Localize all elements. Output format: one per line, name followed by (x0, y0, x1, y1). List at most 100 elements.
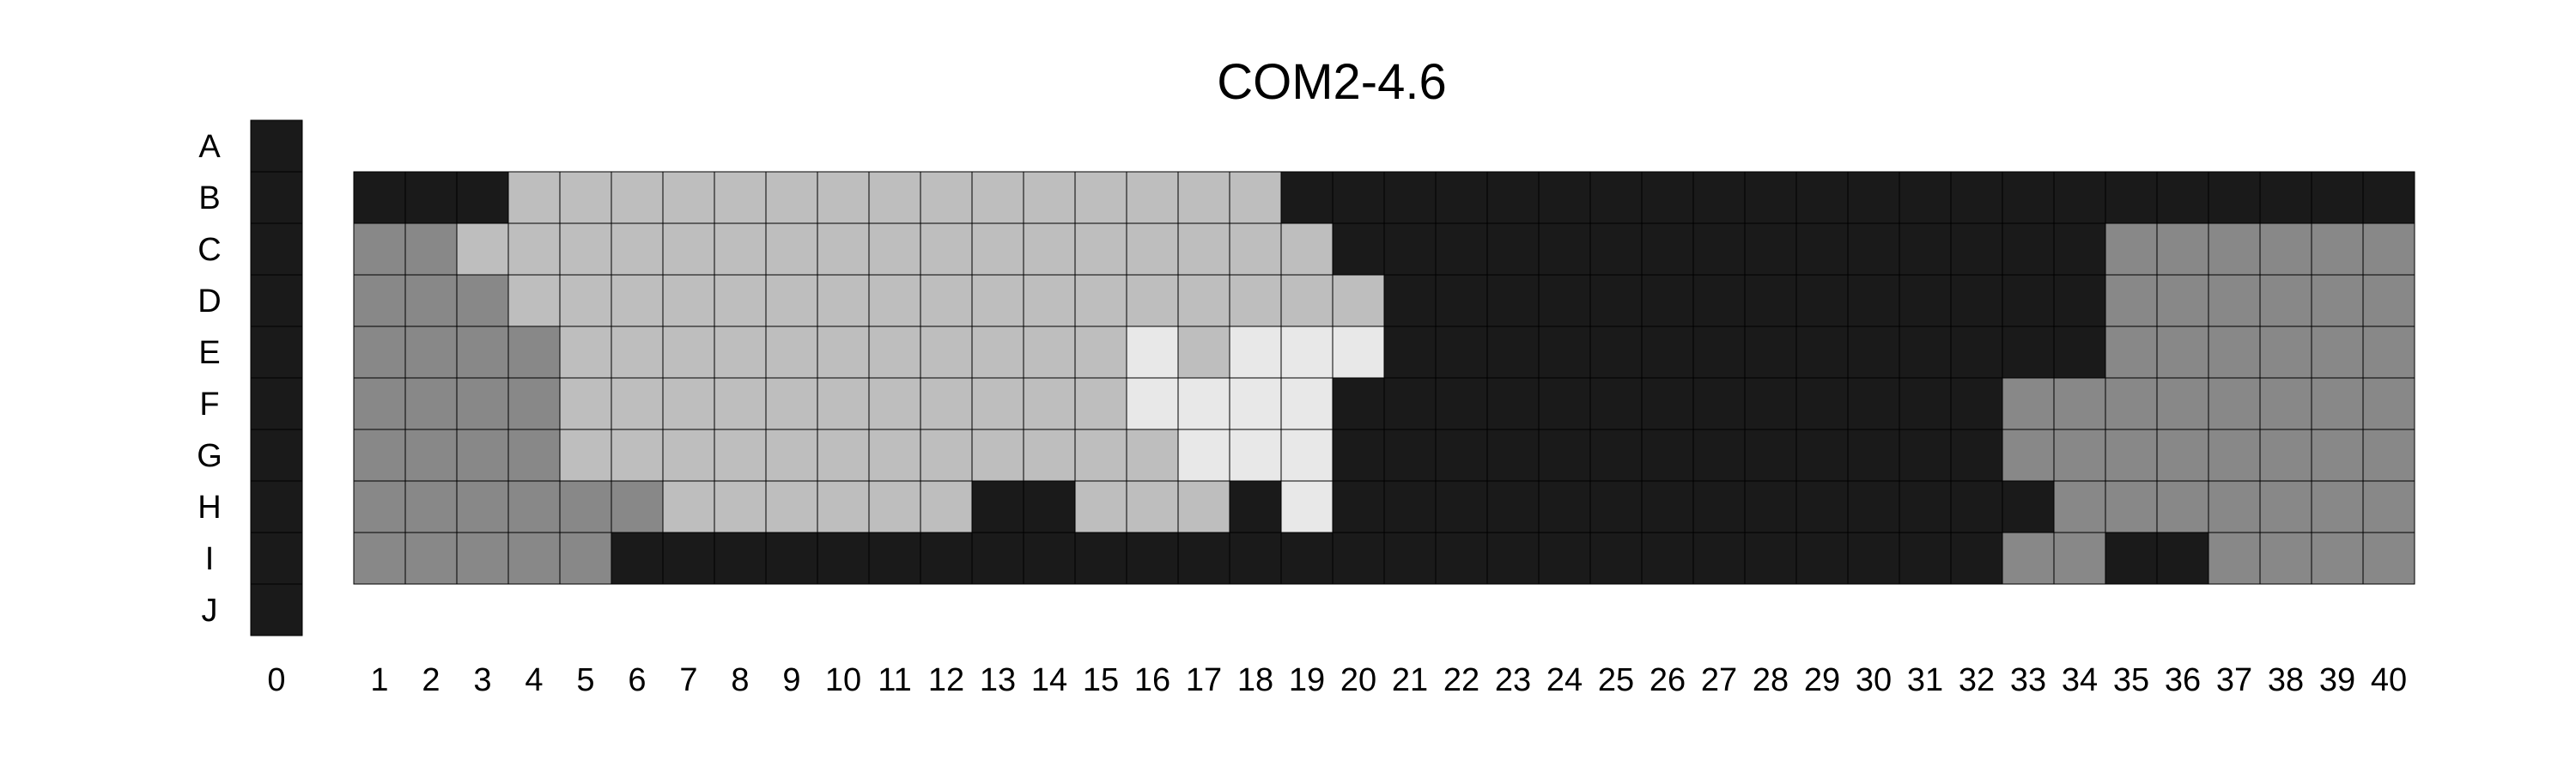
heatmap-cell-B25 (1589, 171, 1643, 224)
heatmap-cell-H19 (1280, 480, 1334, 533)
heatmap-cell-E10 (817, 326, 870, 379)
heatmap-cell-B4 (507, 171, 561, 224)
heatmap-cell-E7 (662, 326, 715, 379)
heatmap-cell-C33 (2002, 222, 2055, 276)
heatmap-cell-D10 (817, 274, 870, 327)
heatmap-cells (353, 171, 2415, 585)
heatmap-cell-G39 (2311, 429, 2364, 482)
heatmap-cell-D22 (1435, 274, 1488, 327)
heatmap-cell-I14 (1023, 532, 1076, 585)
heatmap-cell-I11 (868, 532, 921, 585)
row-label-E: E (198, 335, 220, 371)
heatmap-cell-B32 (1950, 171, 2003, 224)
heatmap-cell-D30 (1847, 274, 1900, 327)
heatmap-cell-H37 (2208, 480, 2261, 533)
heatmap-cell-B34 (2053, 171, 2106, 224)
heatmap-cell-H0 (250, 480, 303, 533)
heatmap-cell-H21 (1383, 480, 1437, 533)
heatmap-cell-C4 (507, 222, 561, 276)
heatmap-cell-H10 (817, 480, 870, 533)
heatmap-cell-G6 (611, 429, 664, 482)
heatmap-cell-B33 (2002, 171, 2055, 224)
heatmap-cell-F31 (1899, 377, 1952, 430)
heatmap-cell-B26 (1641, 171, 1694, 224)
heatmap-cell-H14 (1023, 480, 1076, 533)
heatmap-cell-H11 (868, 480, 921, 533)
heatmap-cell-H7 (662, 480, 715, 533)
col-label-18: 18 (1237, 662, 1273, 698)
heatmap-cell-C3 (456, 222, 509, 276)
heatmap-cell-I36 (2156, 532, 2209, 585)
row-label-D: D (197, 283, 221, 320)
heatmap-cell-D15 (1074, 274, 1127, 327)
heatmap-cell-G31 (1899, 429, 1952, 482)
row-label-C: C (197, 232, 221, 268)
col-label-22: 22 (1443, 662, 1479, 698)
heatmap-cell-F32 (1950, 377, 2003, 430)
heatmap-cell-D38 (2259, 274, 2312, 327)
heatmap-cell-E29 (1795, 326, 1849, 379)
heatmap-cell-H4 (507, 480, 561, 533)
heatmap-cell-E38 (2259, 326, 2312, 379)
heatmap-cell-B29 (1795, 171, 1849, 224)
heatmap-cell-D35 (2105, 274, 2158, 327)
heatmap-cell-B1 (353, 171, 406, 224)
heatmap-cell-B5 (559, 171, 612, 224)
heatmap-cell-B9 (765, 171, 818, 224)
heatmap-cell-D40 (2362, 274, 2415, 327)
heatmap-cell-C1 (353, 222, 406, 276)
heatmap-cell-C32 (1950, 222, 2003, 276)
heatmap-cell-G29 (1795, 429, 1849, 482)
col-label-8: 8 (731, 662, 749, 698)
heatmap-cell-E16 (1126, 326, 1179, 379)
heatmap-cell-G11 (868, 429, 921, 482)
col-label-11: 11 (878, 662, 911, 698)
heatmap-cell-C29 (1795, 222, 1849, 276)
col-label-24: 24 (1546, 662, 1583, 698)
heatmap-cell-E4 (507, 326, 561, 379)
heatmap-cell-H1 (353, 480, 406, 533)
heatmap-cell-B12 (920, 171, 973, 224)
col-label-7: 7 (679, 662, 697, 698)
heatmap-cell-E22 (1435, 326, 1488, 379)
heatmap-cell-C19 (1280, 222, 1334, 276)
col-label-37: 37 (2216, 662, 2252, 698)
heatmap-cell-B39 (2311, 171, 2364, 224)
heatmap-cell-E37 (2208, 326, 2261, 379)
heatmap-cell-H40 (2362, 480, 2415, 533)
row-label-B: B (198, 180, 220, 216)
heatmap-cell-D19 (1280, 274, 1334, 327)
heatmap-cell-G2 (404, 429, 458, 482)
heatmap-cell-B28 (1744, 171, 1797, 224)
heatmap-cell-H28 (1744, 480, 1797, 533)
heatmap-cell-B36 (2156, 171, 2209, 224)
heatmap-cell-H22 (1435, 480, 1488, 533)
heatmap-cell-C37 (2208, 222, 2261, 276)
heatmap-cell-G37 (2208, 429, 2261, 482)
col-label-4: 4 (525, 662, 543, 698)
column-labels: 0 1 2 3 4 5 6 7 8 9 10 11 12 13 14 15 16 17 18 19 20 21 22 23 24… (267, 662, 2407, 698)
heatmap-cell-C7 (662, 222, 715, 276)
heatmap-cell-F37 (2208, 377, 2261, 430)
heatmap-cell-G8 (714, 429, 767, 482)
heatmap-cell-F27 (1692, 377, 1746, 430)
heatmap-cell-F1 (353, 377, 406, 430)
col-label-39: 39 (2319, 662, 2355, 698)
heatmap-cell-F0 (250, 377, 303, 430)
heatmap-cell-G20 (1332, 429, 1385, 482)
heatmap-cell-F2 (404, 377, 458, 430)
heatmap-cell-H16 (1126, 480, 1179, 533)
heatmap-cell-I15 (1074, 532, 1127, 585)
col-label-15: 15 (1083, 662, 1119, 698)
heatmap-cell-G0 (250, 429, 303, 482)
heatmap-cell-B13 (971, 171, 1024, 224)
heatmap-cell-G17 (1177, 429, 1230, 482)
heatmap-cell-G24 (1538, 429, 1591, 482)
col-label-30: 30 (1856, 662, 1892, 698)
heatmap-cell-C30 (1847, 222, 1900, 276)
heatmap-cell-C27 (1692, 222, 1746, 276)
col-label-1: 1 (370, 662, 388, 698)
heatmap-cell-D29 (1795, 274, 1849, 327)
row-label-I: I (205, 541, 215, 577)
heatmap-cell-B8 (714, 171, 767, 224)
